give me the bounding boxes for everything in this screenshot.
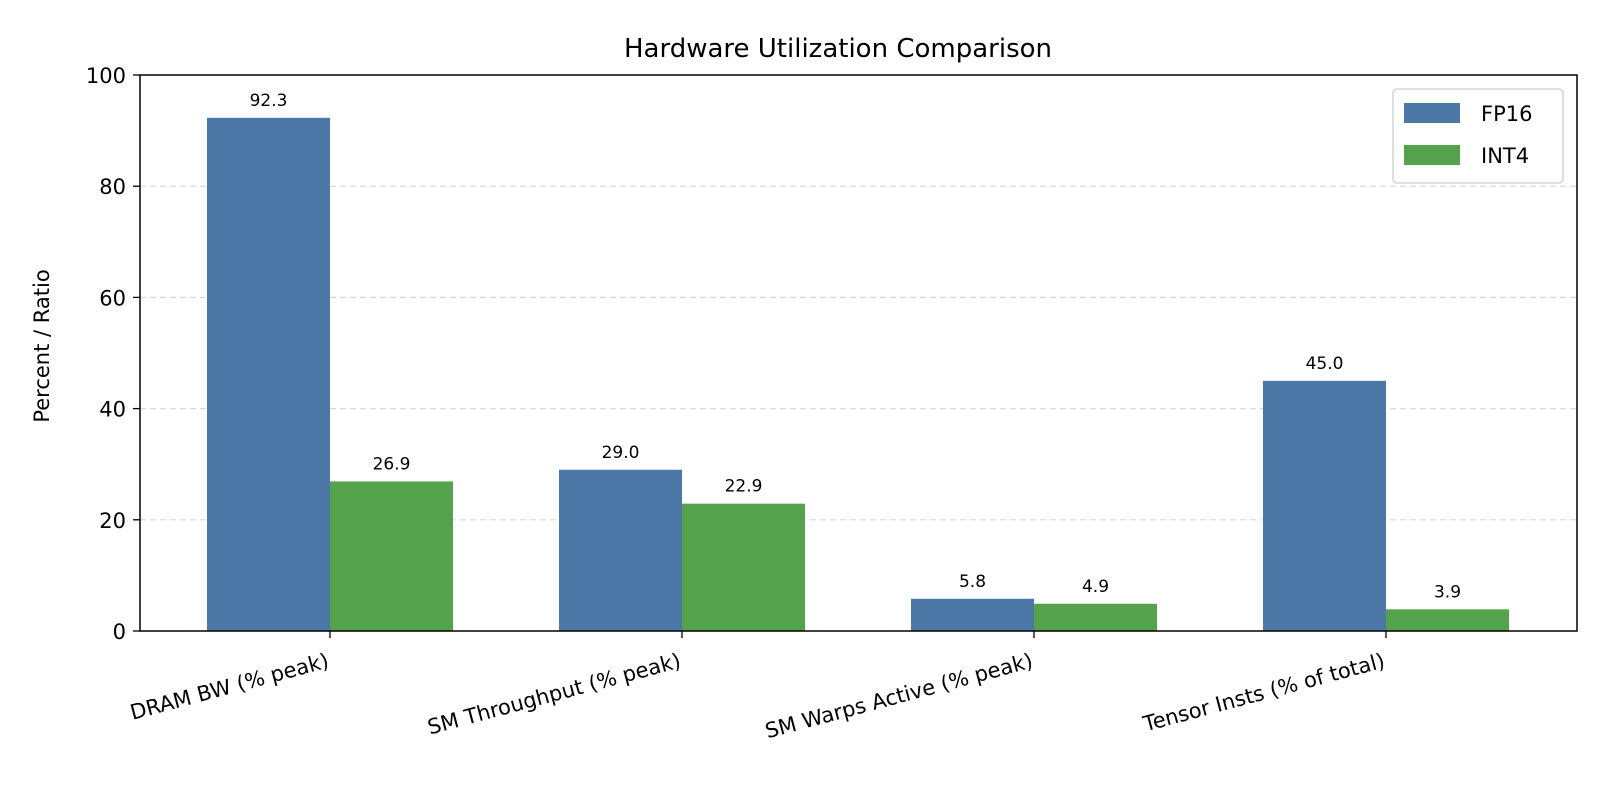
bar-int4	[1034, 603, 1157, 631]
bar-value-label: 45.0	[1306, 354, 1344, 374]
bar-value-label: 5.8	[959, 572, 986, 592]
y-tick-label: 20	[99, 509, 126, 533]
bar-fp16	[559, 469, 682, 631]
y-tick-label: 40	[99, 398, 126, 422]
legend-swatch-int4	[1404, 145, 1460, 165]
bars	[207, 117, 1509, 631]
bar-int4	[1386, 609, 1509, 631]
y-axis-label: Percent / Ratio	[30, 269, 54, 422]
bar-value-label: 4.9	[1082, 577, 1109, 597]
y-tick-label: 60	[99, 286, 126, 310]
bar-value-label: 3.9	[1434, 582, 1461, 602]
x-tick-label: SM Warps Active (% peak)	[763, 649, 1036, 744]
bar-value-label: 29.0	[602, 443, 640, 463]
legend-label-int4: INT4	[1481, 144, 1529, 168]
bar-int4	[330, 481, 453, 631]
bar-value-label: 22.9	[725, 477, 763, 497]
bar-fp16	[911, 598, 1034, 631]
bar-value-label: 26.9	[373, 454, 411, 474]
chart-title: Hardware Utilization Comparison	[624, 34, 1052, 64]
x-tick-label: Tensor Insts (% of total)	[1140, 649, 1388, 737]
legend: FP16 INT4	[1392, 88, 1564, 184]
y-tick-label: 0	[113, 620, 126, 644]
bar-labels: 92.3 26.9 29.0 22.9 5.8 4.9 45.0 3.9	[250, 91, 1461, 603]
legend-swatch-fp16	[1404, 103, 1460, 123]
plot-frame	[139, 74, 1578, 632]
y-axis-ticks: 0 20 40 60 80 100	[86, 64, 140, 644]
bar-fp16	[207, 117, 330, 631]
y-tick-label: 80	[99, 175, 126, 199]
y-tick-label: 100	[86, 64, 126, 88]
bar-value-label: 92.3	[250, 91, 288, 111]
x-tick-label: SM Throughput (% peak)	[425, 649, 683, 740]
bar-int4	[682, 503, 805, 631]
x-axis-ticks: DRAM BW (% peak) SM Throughput (% peak) SM…	[128, 631, 1388, 744]
x-tick-label: DRAM BW (% peak)	[128, 649, 332, 725]
legend-label-fp16: FP16	[1481, 102, 1532, 126]
bar-fp16	[1263, 380, 1386, 631]
